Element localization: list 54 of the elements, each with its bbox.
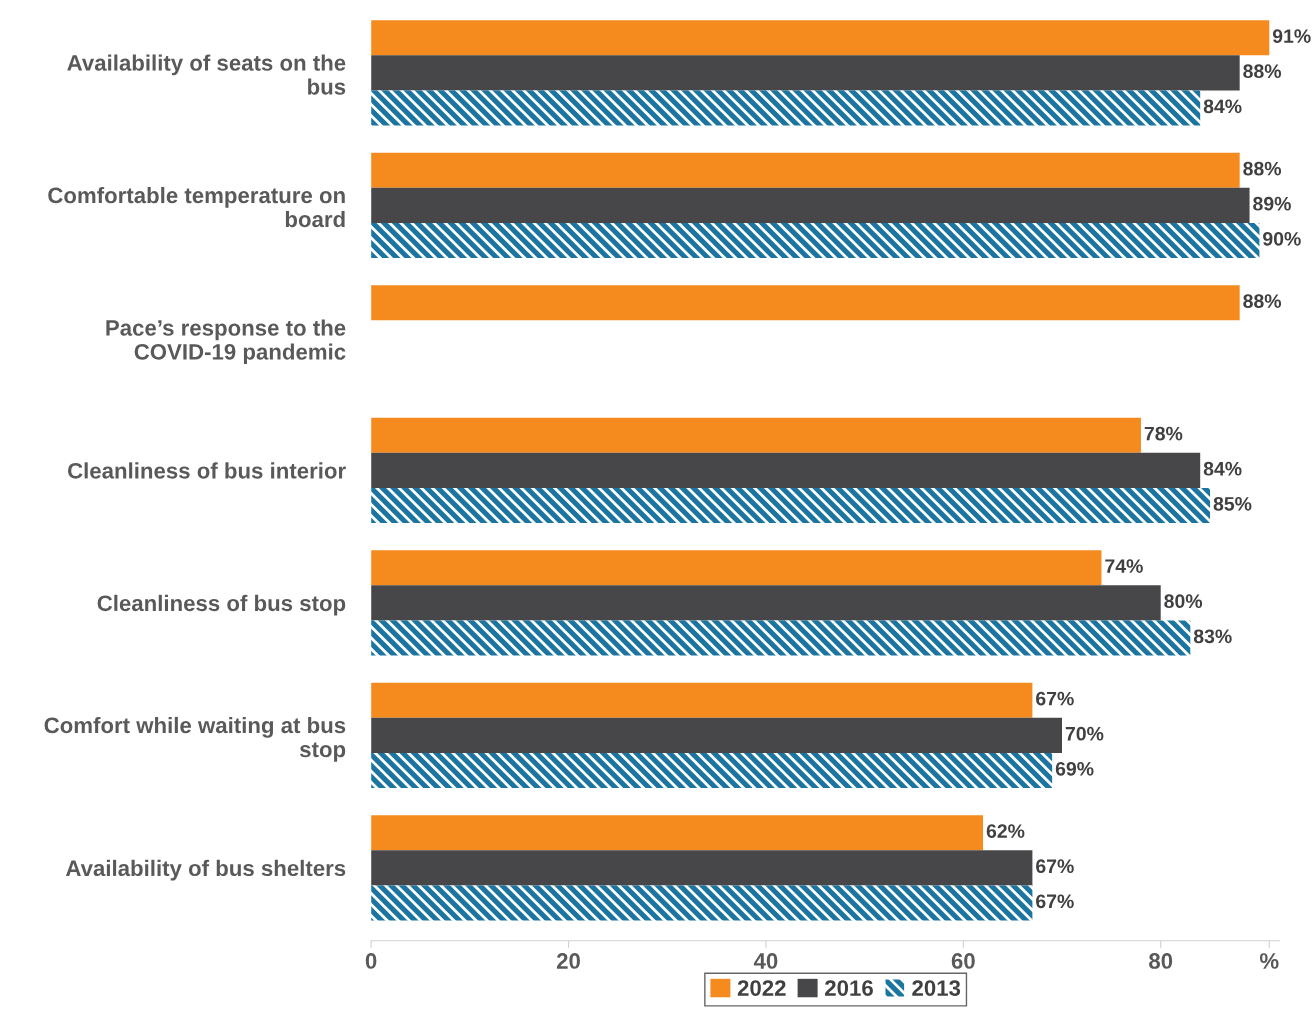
bar	[371, 717, 1063, 753]
bar	[371, 885, 1033, 921]
data-label: 74%	[1105, 559, 1143, 573]
bar	[371, 815, 984, 851]
data-label: 90%	[1263, 231, 1301, 246]
bar	[371, 620, 1191, 656]
data-label: 88%	[1243, 64, 1282, 79]
bar	[371, 585, 1161, 621]
data-label: 70%	[1065, 726, 1104, 741]
x-tick-label: 60	[951, 953, 975, 969]
x-tick-label: 80	[1149, 953, 1173, 969]
bar	[371, 285, 1240, 321]
legend-label: 2013	[912, 980, 961, 996]
data-label: 85%	[1213, 496, 1252, 511]
bar	[371, 90, 1201, 126]
x-tick-label: %	[1259, 953, 1279, 969]
data-label: 78%	[1144, 426, 1183, 441]
y-tick-label: Availability of seats on the bus	[67, 54, 346, 95]
data-label: 91%	[1272, 29, 1311, 43]
bar	[371, 682, 1033, 718]
data-label: 88%	[1243, 294, 1282, 308]
bar	[371, 417, 1141, 453]
y-tick-label: Cleanliness of bus stop	[97, 594, 346, 616]
bar	[371, 55, 1240, 91]
bar	[371, 222, 1260, 259]
y-tick-label: Availability of bus shelters	[65, 859, 346, 881]
bar	[371, 550, 1102, 586]
bar	[371, 187, 1250, 223]
data-label: 88%	[1243, 161, 1282, 176]
data-label: 80%	[1164, 594, 1203, 609]
legend-label: 2016	[825, 980, 873, 996]
data-label: 67%	[1036, 859, 1074, 874]
data-label: 84%	[1203, 99, 1242, 114]
bar	[371, 152, 1240, 188]
data-label: 84%	[1203, 461, 1242, 476]
y-tick-label: Pace’s response to the COVID-19 pandemic	[106, 319, 346, 365]
data-label: 67%	[1036, 691, 1074, 706]
data-label: 62%	[986, 824, 1025, 838]
bar	[371, 752, 1053, 789]
legend-label: 2022	[737, 980, 786, 996]
y-tick-label: Cleanliness of bus interior	[67, 462, 346, 479]
bar	[371, 487, 1211, 524]
y-tick-label: Comfort while waiting at bus stop	[44, 716, 346, 762]
bar	[371, 452, 1201, 488]
data-label: 67%	[1036, 894, 1074, 909]
y-tick-label: Comfortable temperature on board	[48, 186, 345, 228]
x-tick-label: 0	[365, 953, 377, 969]
data-label: 83%	[1193, 629, 1232, 644]
x-tick-label: 20	[556, 953, 580, 969]
bar	[371, 20, 1270, 56]
x-tick-label: 40	[753, 953, 778, 969]
bar	[371, 850, 1033, 886]
data-label: 69%	[1055, 761, 1094, 776]
data-label: 89%	[1253, 196, 1291, 211]
